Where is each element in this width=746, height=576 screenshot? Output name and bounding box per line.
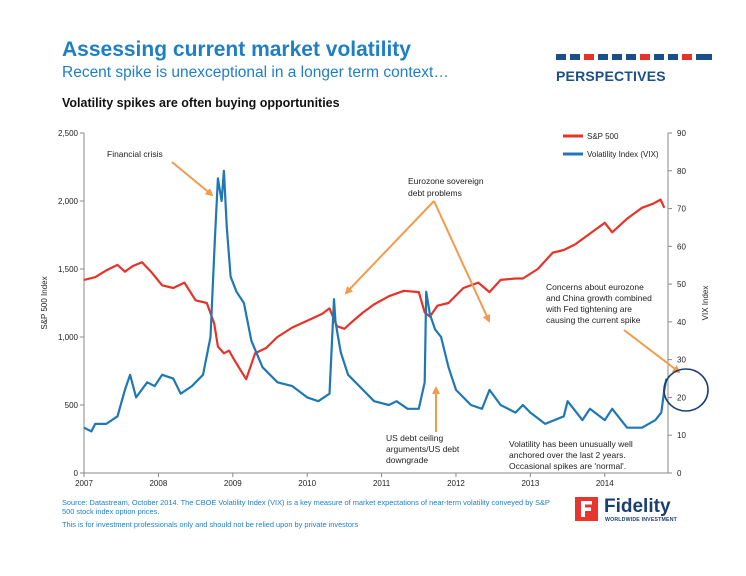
page-subtitle: Recent spike is unexceptional in a longe… [62, 64, 449, 81]
fidelity-logo-tagline: WORLDWIDE INVESTMENT [605, 517, 678, 523]
x-tick-label: 2012 [447, 479, 465, 488]
x-tick-label: 2007 [75, 479, 93, 488]
current-spike-circle [663, 368, 709, 412]
sp500-line [83, 198, 666, 381]
legend: S&P 500 Volatility Index (VIX) [563, 132, 659, 159]
y-tick-label-right: 50 [677, 280, 686, 289]
x-tick-label: 2008 [149, 479, 167, 488]
y-tick-label-right: 80 [677, 167, 686, 176]
brand-dash-bar [556, 54, 712, 60]
arrow-concerns [623, 329, 681, 374]
chart-axes: 2007 2008 2009 2010 2011 2012 2013 201405001,00… [40, 129, 710, 488]
arrow-eurozone-left [344, 200, 435, 295]
annotation-us-debt-line1: US debt ceiling [386, 433, 443, 443]
vix-line [83, 169, 668, 433]
fidelity-logo-text: Fidelity [604, 496, 671, 517]
y-tick-label-left: 2,500 [58, 129, 79, 138]
annotation-concerns-line4: causing the current spike [546, 315, 641, 325]
x-tick-label: 2013 [521, 479, 539, 488]
y-tick-label-left: 1,000 [58, 333, 79, 342]
vix-sp500-chart: 2007 2008 2009 2010 2011 2012 2013 201405001,00… [40, 129, 710, 488]
annotation-concerns-line1: Concerns about eurozone [546, 282, 644, 292]
legend-label-sp500: S&P 500 [587, 132, 619, 141]
fidelity-f-icon [581, 501, 592, 517]
arrow-eurozone-right [433, 200, 491, 323]
series-layer [83, 169, 668, 433]
x-tick-label: 2011 [373, 479, 391, 488]
annotation-anchored-line3: Occasional spikes are 'normal'. [509, 461, 626, 471]
y-tick-label-left: 2,000 [58, 197, 79, 206]
y-tick-label-left: 0 [74, 469, 79, 478]
y-tick-label-right: 20 [677, 393, 686, 402]
y-axis-right-title: VIX Index [701, 286, 710, 321]
chart-heading: Volatility spikes are often buying oppor… [62, 96, 340, 110]
y-tick-label-right: 10 [677, 431, 686, 440]
arrow-financial-crisis [171, 161, 214, 197]
y-tick-label-right: 40 [677, 318, 686, 327]
x-tick-label: 2010 [298, 479, 316, 488]
annotation-us-debt-line3: downgrade [386, 455, 428, 465]
y-axis-left-title: S&P 500 Index [40, 276, 49, 329]
y-tick-label-right: 30 [677, 356, 686, 365]
y-tick-label-left: 500 [65, 401, 79, 410]
annotations: Financial crisis Eurozone sovereign debt… [107, 149, 709, 471]
y-tick-label-left: 1,500 [58, 265, 79, 274]
annotation-anchored-line2: anchored over the last 2 years. [509, 450, 626, 460]
annotation-concerns-line3: with Fed tightening are [545, 304, 632, 314]
disclaimer: This is for investment professionals onl… [62, 520, 359, 529]
legend-label-vix: Volatility Index (VIX) [587, 150, 659, 159]
annotation-eurozone-line2: debt problems [408, 188, 462, 198]
annotation-anchored-line1: Volatility has been unusually well [509, 439, 633, 449]
x-tick-label: 2014 [596, 479, 614, 488]
perspectives-tag: PERSPECTIVES [556, 68, 666, 84]
annotation-concerns-line2: and China growth combined [546, 293, 652, 303]
annotation-us-debt-line2: arguments/US debt [386, 444, 460, 454]
x-tick-label: 2009 [224, 479, 242, 488]
source-note: Source: Datastream, October 2014. The CB… [62, 498, 550, 516]
page-title: Assessing current market volatility [62, 38, 411, 61]
y-tick-label-right: 0 [677, 469, 682, 478]
y-tick-label-right: 60 [677, 242, 686, 251]
y-tick-label-right: 90 [677, 129, 686, 138]
annotation-financial-crisis: Financial crisis [107, 149, 163, 159]
y-tick-label-right: 70 [677, 205, 686, 214]
fidelity-logo-mark [575, 497, 598, 521]
annotation-eurozone-line1: Eurozone sovereign [408, 176, 484, 186]
